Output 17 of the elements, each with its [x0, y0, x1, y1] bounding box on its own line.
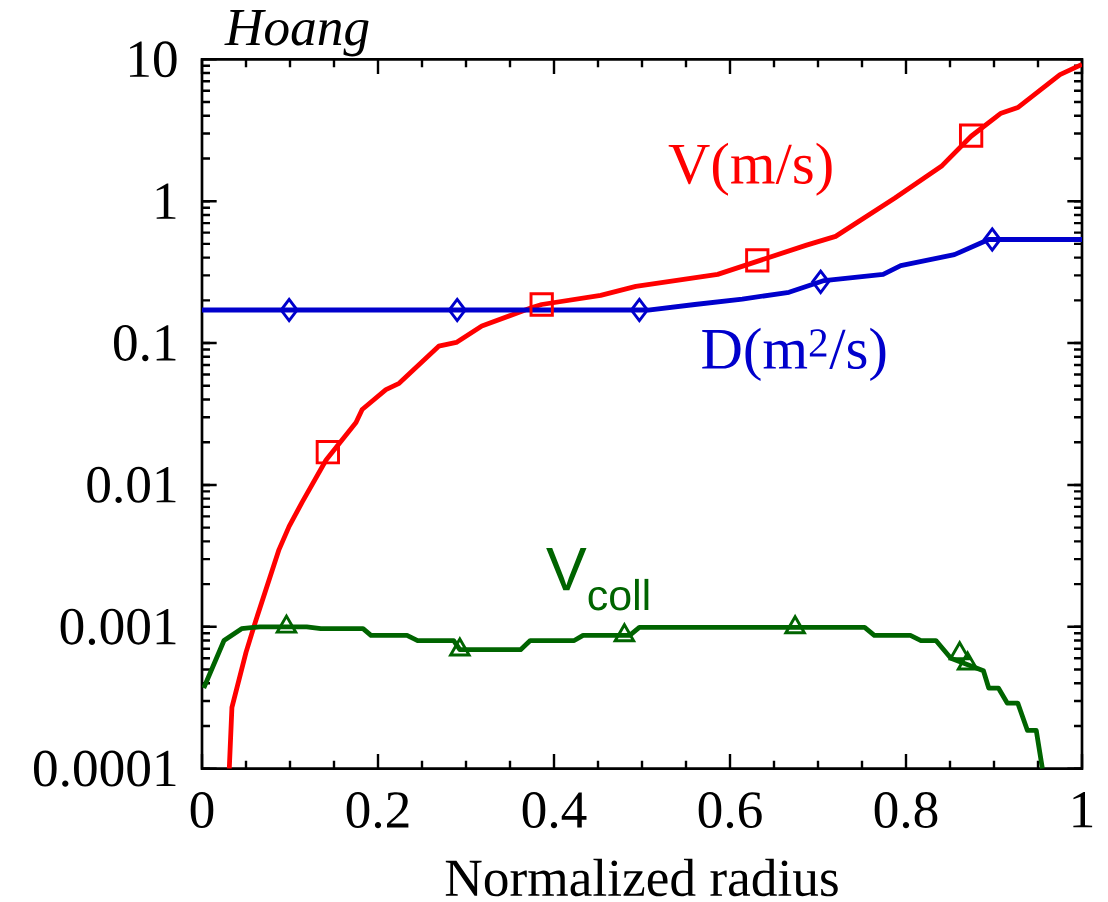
x-tick-label: 0.4 [522, 792, 587, 829]
x-tick-label: 0.6 [698, 792, 762, 829]
series-label: D(m$^{2}$/s) [702, 327, 886, 381]
x-tick-label: 0.8 [874, 792, 938, 829]
y-tick-label: 0.0001 [33, 750, 176, 787]
x-tick-label: 0.2 [346, 792, 409, 829]
x-tick-label: 1 [1073, 792, 1093, 828]
y-tick-label: 10 [129, 41, 177, 78]
y-tick-label: 0.1 [113, 324, 176, 362]
y-tick-label: 1 [156, 183, 176, 219]
series-label: V(m/s) [668, 142, 832, 196]
y-tick-label: 0.001 [60, 608, 176, 645]
y-tick-label: 0.01 [87, 466, 176, 504]
series-label: V$_{coll}$ [546, 548, 649, 611]
text: Hoang [224, 10, 369, 57]
x-axis-title: Normalized radius [445, 858, 838, 897]
x-tick-label: 0 [190, 792, 214, 829]
